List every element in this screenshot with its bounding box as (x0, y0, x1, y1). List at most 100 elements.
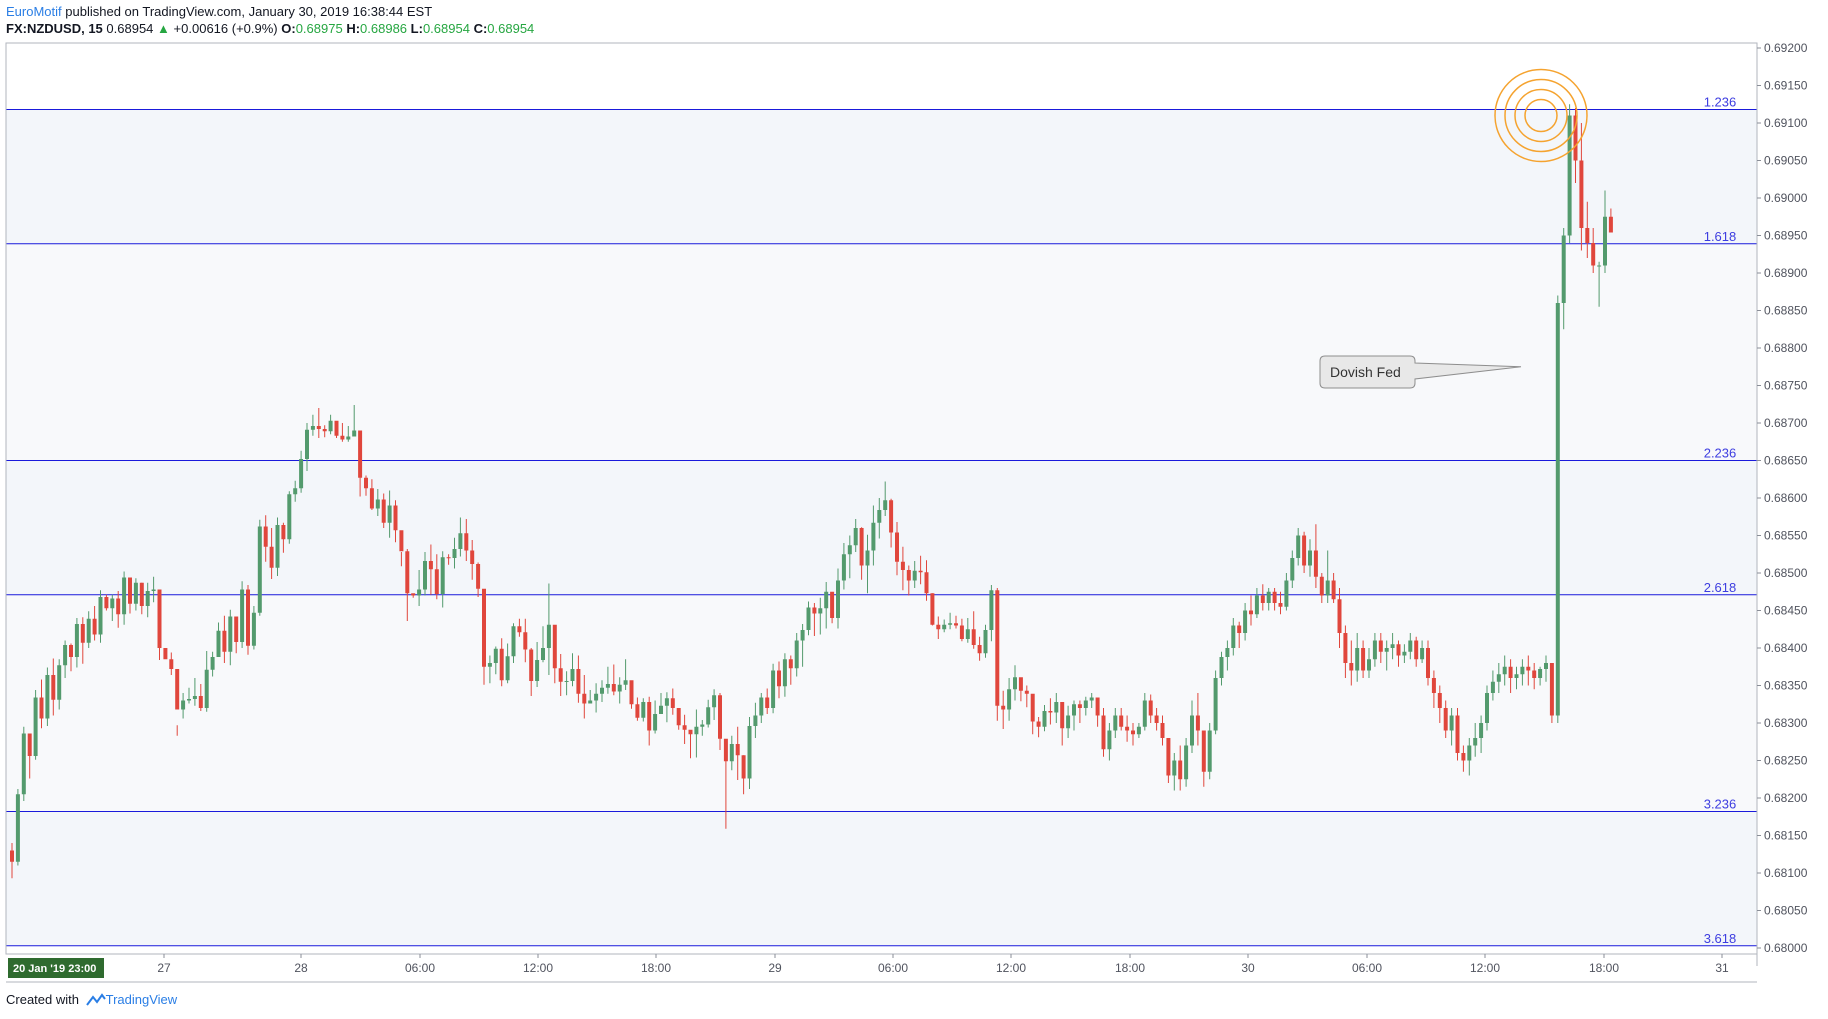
candle-body (629, 680, 634, 705)
candle (181, 693, 186, 719)
time-tick-label: 31 (1715, 961, 1729, 975)
candle-body (1178, 760, 1183, 780)
candle-body (1502, 666, 1507, 675)
candle (33, 690, 38, 760)
price-tick-label: 0.68000 (1764, 941, 1808, 955)
candle-body (128, 577, 132, 604)
candle-body (1272, 591, 1277, 603)
candle (210, 651, 215, 677)
candle-body (434, 569, 439, 594)
candle (723, 738, 728, 829)
candle (375, 489, 380, 516)
candle (452, 537, 457, 569)
candle (1125, 715, 1130, 742)
candle (358, 430, 363, 497)
candle-body (1125, 726, 1130, 731)
candle-body (1549, 663, 1554, 716)
candle (482, 588, 486, 685)
candle-body (1467, 745, 1472, 761)
tradingview-link[interactable]: TradingView (105, 992, 178, 1007)
candle (234, 616, 239, 654)
fib-label: 3.236 (1704, 797, 1737, 812)
candle-body (841, 554, 846, 581)
last-price: 0.68954 (106, 21, 154, 36)
candle-body (747, 726, 752, 779)
candle-body (21, 733, 26, 795)
candle (1514, 666, 1519, 690)
candle-body (759, 697, 764, 716)
candle-body (1237, 625, 1242, 633)
candle-body (346, 436, 351, 440)
candle-body (954, 623, 958, 626)
footer: Created with TradingView (6, 992, 177, 1007)
price-axis[interactable]: 0.69200 0.69150 0.69100 0.69050 0.69000 0.689… (1757, 41, 1808, 955)
candle (1113, 708, 1118, 738)
candle (192, 678, 197, 706)
candle (470, 540, 475, 580)
candle (859, 527, 864, 580)
candle-body (777, 670, 781, 687)
candle (523, 618, 528, 663)
candle-body (1337, 599, 1342, 633)
candle (299, 450, 304, 493)
candle (1538, 666, 1543, 686)
candle (1508, 659, 1513, 693)
candle (1048, 698, 1053, 725)
candle-body (635, 704, 640, 718)
candle-body (440, 557, 445, 594)
candle (600, 680, 604, 702)
candle (1449, 708, 1454, 746)
candle-body (1479, 723, 1484, 738)
candle (1384, 640, 1389, 671)
candle-body (287, 494, 292, 540)
candle-body (1420, 648, 1425, 660)
candle (1077, 700, 1082, 723)
candle-body (859, 528, 864, 566)
fib-label: 2.236 (1704, 446, 1737, 461)
candle (759, 693, 764, 723)
candle (39, 679, 44, 729)
candle-body (682, 725, 687, 730)
candle-body (1308, 550, 1312, 566)
candle (889, 498, 894, 548)
author-link[interactable]: EuroMotif (6, 4, 62, 19)
candle (198, 684, 203, 711)
candle-body (1597, 265, 1602, 267)
candle (511, 623, 516, 663)
candle (133, 578, 138, 611)
candle-body (1007, 689, 1012, 710)
candle-body (1355, 648, 1360, 671)
change-value: +0.00616 (+0.9%) (173, 21, 278, 36)
candle-body (611, 684, 616, 692)
candle (1544, 655, 1548, 682)
candle (487, 655, 492, 684)
candle-body (482, 588, 486, 667)
candle-body (1490, 681, 1495, 693)
time-axis[interactable]: 20 Jan '19 23:00 27 28 06:00 12:00 18:00 29 06:… (8, 954, 1729, 978)
candle-body (942, 624, 947, 630)
candle-body (883, 500, 888, 510)
candle (800, 624, 805, 667)
candle (1549, 663, 1554, 723)
candle-body (210, 657, 215, 670)
candle (476, 562, 481, 597)
candle (1532, 663, 1537, 690)
candle-body (1361, 648, 1366, 671)
candle (930, 593, 935, 626)
candle-body (452, 549, 457, 558)
dovish-fed-callout[interactable]: Dovish Fed (1319, 355, 1522, 389)
candle (777, 661, 781, 699)
candle-body (1561, 235, 1566, 303)
candle (1172, 753, 1177, 791)
candle (27, 733, 32, 779)
price-tick-label: 0.68500 (1764, 566, 1808, 580)
change-up-icon: ▲ (157, 21, 170, 36)
time-badge-label: 20 Jan '19 23:00 (13, 963, 96, 975)
candle-body (1030, 693, 1035, 722)
candle (611, 664, 616, 696)
candle (69, 643, 73, 672)
candle (847, 535, 852, 579)
candle (1066, 705, 1071, 738)
candle-body (63, 645, 68, 666)
